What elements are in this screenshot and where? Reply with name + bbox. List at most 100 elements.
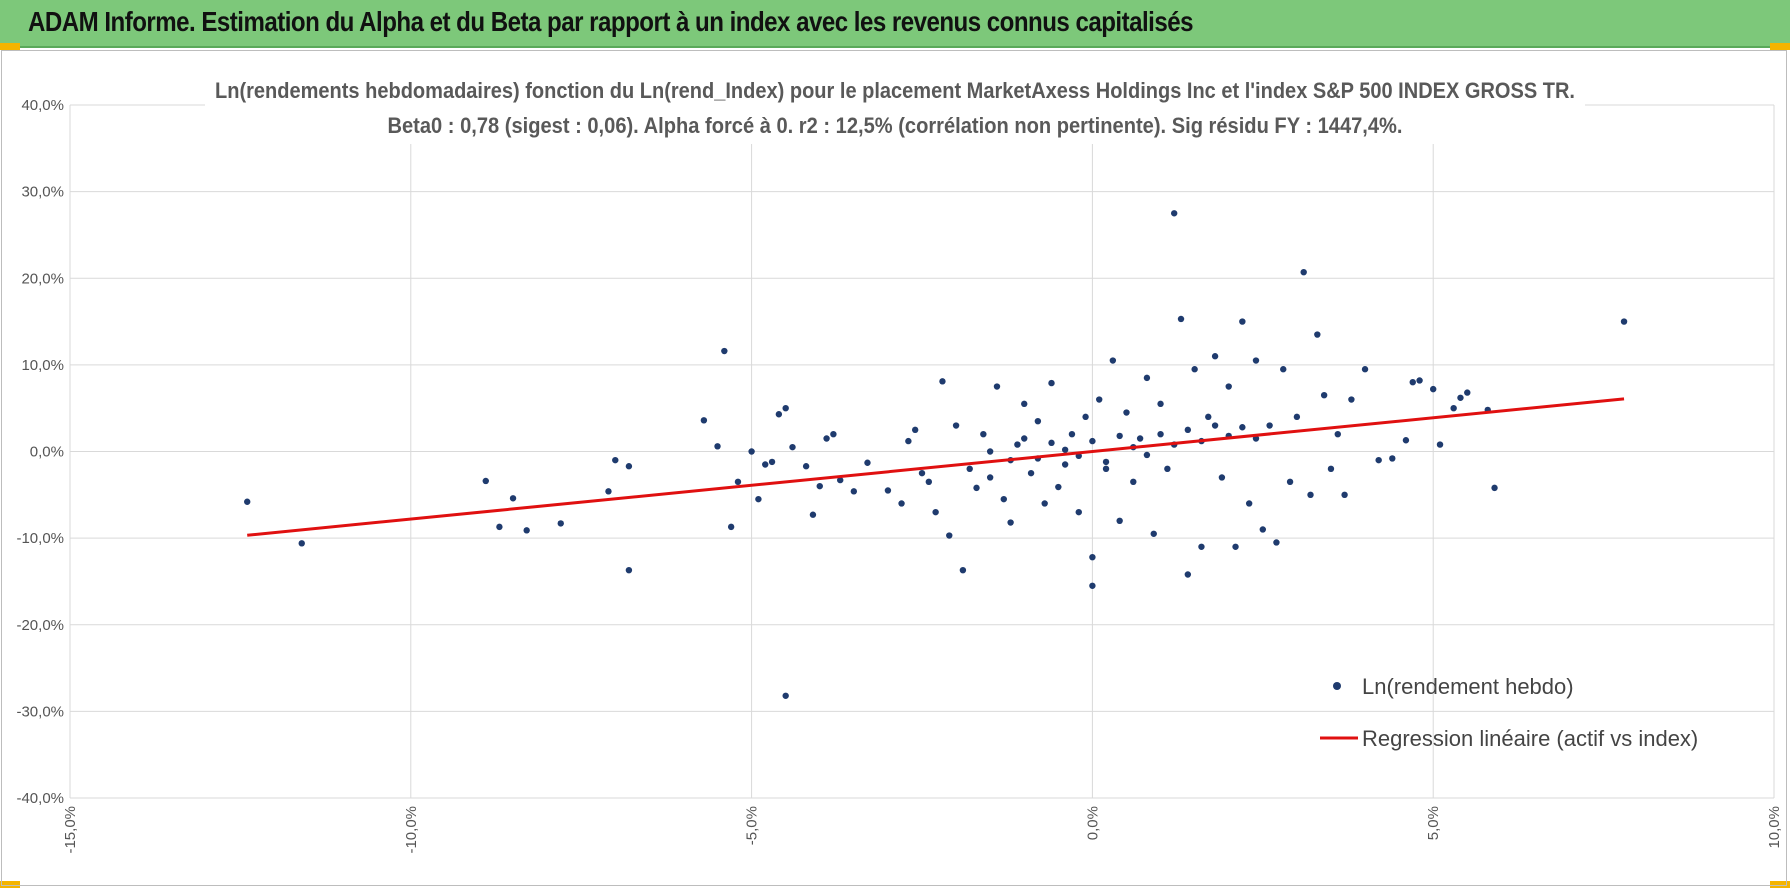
data-point [823, 435, 830, 442]
data-point [959, 566, 967, 574]
data-point [244, 498, 251, 505]
y-tick-label: 10,0% [21, 357, 64, 374]
data-point [509, 495, 517, 502]
data-point [1491, 484, 1498, 492]
data-point [755, 495, 762, 503]
data-point [1273, 539, 1280, 546]
data-point [700, 417, 708, 424]
data-point [1191, 366, 1198, 373]
data-point [1430, 385, 1437, 393]
data-point [993, 383, 1001, 390]
data-point [864, 459, 871, 466]
data-point [721, 347, 728, 355]
data-point [496, 523, 503, 531]
data-point [1082, 413, 1089, 421]
data-point [1157, 430, 1164, 438]
data-point [775, 411, 783, 418]
data-point [1402, 437, 1410, 444]
data-point [1007, 519, 1014, 526]
data-point [1205, 413, 1212, 421]
data-point [837, 476, 844, 484]
data-point [1225, 383, 1232, 390]
data-point [830, 430, 837, 438]
data-point [1198, 543, 1205, 550]
data-point [1102, 458, 1110, 466]
regression-line-group [247, 397, 1625, 537]
data-point [482, 477, 489, 485]
data-point [1218, 474, 1226, 481]
data-point [1143, 374, 1151, 382]
data-point [986, 448, 994, 455]
grid-lines [69, 104, 1775, 799]
data-point [1143, 451, 1151, 459]
data-point [1061, 461, 1069, 468]
legend-label-scatter: Ln(rendement hebdo) [1362, 674, 1574, 699]
data-point [1620, 318, 1628, 325]
data-point [952, 422, 960, 429]
data-point [1109, 357, 1117, 364]
data-point [714, 443, 721, 450]
data-point [1170, 210, 1178, 217]
data-point [1232, 543, 1239, 550]
data-point [1089, 582, 1096, 589]
x-tick-label: 0,0% [1084, 806, 1101, 840]
data-point [1307, 491, 1314, 499]
data-point [1000, 495, 1007, 503]
data-point [1123, 409, 1130, 416]
data-point [1184, 571, 1192, 578]
data-point [816, 482, 823, 490]
data-point [884, 487, 892, 494]
data-point [1314, 331, 1321, 338]
data-point [898, 500, 905, 507]
data-point [1280, 366, 1287, 373]
data-point [1320, 391, 1328, 399]
data-point [298, 540, 305, 547]
data-point [1164, 465, 1171, 473]
data-point [1341, 491, 1348, 499]
y-tick-label: 20,0% [21, 270, 64, 287]
data-point [782, 692, 789, 699]
data-point [850, 488, 858, 495]
data-point [918, 469, 926, 477]
data-point [748, 448, 755, 455]
data-point [612, 456, 619, 464]
data-point [1034, 417, 1042, 425]
data-point [946, 532, 953, 539]
data-point [1116, 517, 1123, 524]
report-banner: ADAM Informe. Estimation du Alpha et du … [0, 0, 1790, 48]
data-point [1348, 396, 1355, 403]
y-tick-label: 0,0% [30, 444, 64, 461]
data-point [1021, 435, 1028, 442]
y-tick-label: -30,0% [16, 703, 64, 720]
data-point [1375, 456, 1382, 464]
data-point [809, 511, 817, 518]
data-point [1334, 430, 1341, 438]
data-point [1327, 465, 1335, 473]
scatter-points [244, 210, 1628, 699]
data-point [1116, 432, 1123, 440]
data-point [1055, 483, 1062, 491]
legend-marker-scatter [1333, 682, 1341, 690]
chart-title-line2: Beta0 : 0,78 (sigest : 0,06). Alpha forc… [388, 113, 1403, 138]
chart-title-line1: Ln(rendements hebdomadaires) fonction du… [215, 78, 1575, 103]
data-point [1068, 430, 1076, 438]
data-point [939, 378, 946, 385]
data-point [1027, 469, 1035, 477]
data-point [1245, 500, 1253, 507]
data-point [1021, 400, 1028, 408]
data-point [1061, 446, 1069, 453]
data-point [1457, 394, 1464, 401]
data-point [1096, 396, 1103, 403]
data-point [1361, 366, 1369, 373]
data-point [1102, 465, 1110, 473]
y-tick-label: -40,0% [16, 790, 64, 807]
data-point [911, 426, 919, 434]
y-tick-label: 30,0% [21, 184, 64, 201]
data-point [1089, 437, 1096, 445]
data-point [727, 523, 735, 531]
data-point [1211, 353, 1219, 360]
regression-line [247, 397, 1625, 537]
data-point [1150, 530, 1157, 537]
data-point [966, 465, 973, 473]
